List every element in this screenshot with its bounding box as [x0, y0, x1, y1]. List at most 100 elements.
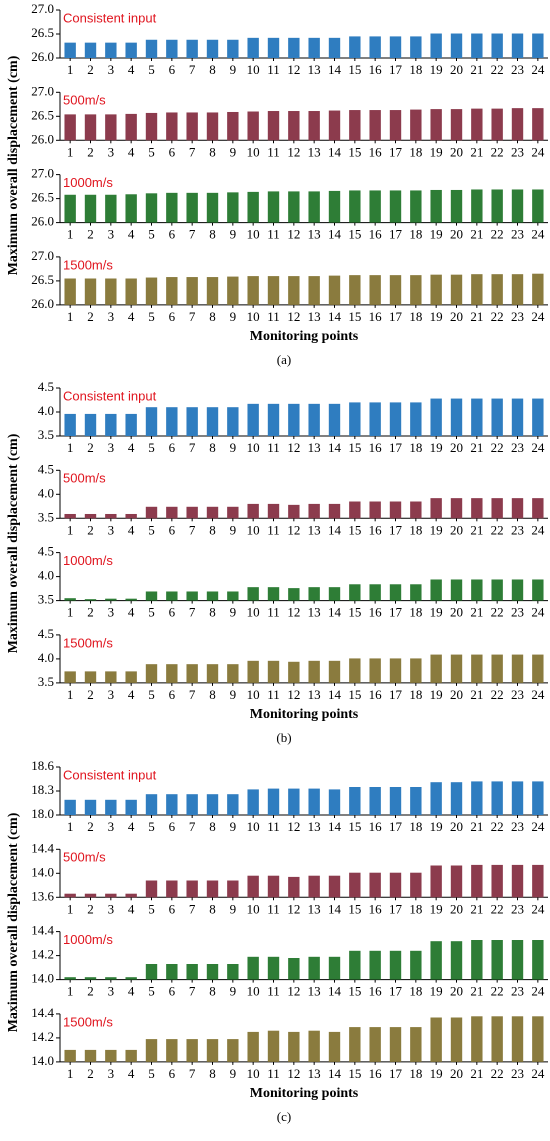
bar	[227, 880, 239, 898]
bar	[410, 1027, 422, 1062]
x-tick-label: 5	[148, 522, 155, 537]
x-tick-label: 6	[169, 440, 176, 455]
x-tick-label: 20	[450, 687, 463, 702]
y-axis-label: Maximum overall displacement (cm)	[6, 433, 21, 653]
x-tick-label: 8	[209, 984, 216, 999]
x-tick-label: 3	[108, 901, 115, 916]
x-tick-label: 9	[230, 687, 237, 702]
x-tick-label: 17	[389, 984, 403, 999]
x-tick-label: 24	[531, 309, 545, 324]
x-tick-label: 18	[409, 605, 422, 620]
bar	[227, 664, 239, 683]
x-tick-label: 7	[189, 605, 196, 620]
bar	[369, 275, 381, 305]
bar	[125, 893, 137, 898]
bar	[166, 880, 178, 898]
bar	[84, 599, 97, 601]
x-tick-label: 11	[267, 819, 280, 834]
bar	[491, 108, 503, 141]
x-tick-label: 10	[247, 522, 260, 537]
bar	[227, 407, 239, 436]
x-tick-label: 15	[348, 984, 361, 999]
bar	[288, 876, 300, 898]
bar	[64, 671, 76, 683]
x-tick-label: 21	[470, 984, 483, 999]
bar	[532, 1016, 544, 1062]
x-tick-label: 7	[189, 522, 196, 537]
x-tick-label: 1	[67, 901, 74, 916]
bar	[308, 660, 320, 683]
x-tick-label: 24	[531, 901, 545, 916]
x-tick-label: 13	[308, 984, 321, 999]
bar	[532, 654, 544, 683]
x-tick-label: 10	[247, 819, 260, 834]
bar	[247, 587, 259, 601]
bar	[491, 189, 503, 223]
x-tick-label: 23	[511, 605, 524, 620]
x-tick-label: 5	[148, 309, 155, 324]
bar	[267, 956, 280, 980]
bar	[389, 402, 402, 436]
x-tick-label: 9	[230, 144, 237, 159]
bar	[105, 671, 117, 683]
x-tick-label: 23	[511, 984, 524, 999]
bar	[125, 413, 137, 436]
x-tick-label: 10	[247, 687, 260, 702]
x-tick-label: 4	[128, 687, 135, 702]
x-tick-label: 16	[369, 605, 383, 620]
x-tick-label: 18	[409, 309, 422, 324]
bar	[308, 276, 320, 305]
x-tick-label: 15	[348, 1066, 361, 1081]
x-tick-label: 23	[511, 144, 524, 159]
x-tick-label: 12	[287, 62, 300, 77]
bar	[267, 403, 280, 436]
bar	[471, 940, 483, 980]
panel-title: 500m/s	[63, 850, 106, 865]
bar	[247, 956, 259, 980]
bar	[349, 190, 361, 223]
y-tick-label: 26.5	[31, 190, 54, 205]
x-tick-label: 3	[108, 440, 115, 455]
x-tick-label: 15	[348, 62, 361, 77]
x-tick-label: 11	[267, 984, 280, 999]
x-tick-label: 14	[328, 309, 342, 324]
bar	[166, 664, 178, 683]
x-tick-label: 3	[108, 1066, 115, 1081]
x-tick-label: 14	[328, 687, 342, 702]
bar	[166, 192, 178, 223]
x-tick-label: 17	[389, 522, 403, 537]
bar	[471, 1016, 483, 1062]
bar	[349, 501, 361, 519]
bar	[491, 864, 503, 898]
bar	[389, 110, 402, 141]
x-tick-label: 15	[348, 144, 361, 159]
x-tick-label: 7	[189, 62, 196, 77]
bar	[450, 782, 463, 815]
bar	[349, 110, 361, 141]
bar	[471, 189, 483, 223]
x-tick-label: 6	[169, 901, 176, 916]
x-tick-label: 16	[369, 440, 383, 455]
x-tick-label: 21	[470, 144, 483, 159]
bar	[389, 190, 402, 223]
x-tick-label: 15	[348, 440, 361, 455]
y-tick-label: 3.5	[38, 674, 54, 689]
bar	[247, 1031, 259, 1062]
bar	[389, 1027, 402, 1062]
bar	[125, 513, 137, 519]
panel-title: Consistent input	[63, 10, 157, 25]
x-tick-label: 12	[287, 440, 300, 455]
panel-title: 1000m/s	[63, 932, 113, 947]
x-tick-label: 5	[148, 819, 155, 834]
bar	[430, 33, 442, 58]
bar	[267, 875, 280, 898]
x-tick-label: 24	[531, 227, 545, 242]
bar	[369, 950, 381, 980]
y-tick-label: 26.5	[31, 25, 54, 40]
x-tick-label: 11	[267, 522, 280, 537]
y-tick-label: 3.5	[38, 592, 54, 607]
y-tick-label: 26.0	[31, 131, 54, 146]
x-tick-label: 20	[450, 984, 463, 999]
bar	[410, 275, 422, 305]
panel-title: Consistent input	[63, 388, 157, 403]
